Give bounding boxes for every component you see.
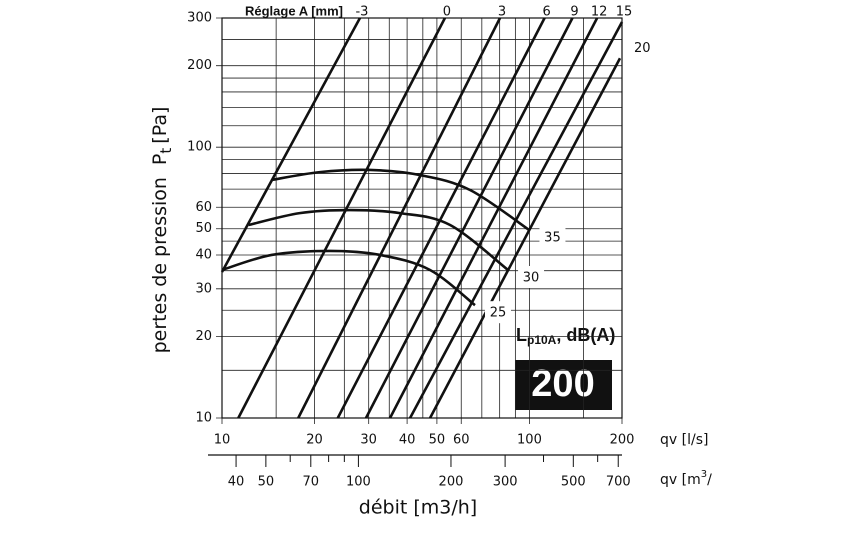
damper-label: 20: [634, 41, 651, 56]
noise-curve-label: 35: [544, 231, 561, 246]
x2-tick-label: 700: [606, 475, 631, 490]
y-tick-label: 10: [195, 411, 212, 426]
y-tick-label: 20: [195, 329, 212, 344]
y-symbol-sub: t: [157, 148, 175, 154]
x2-tick-label: 50: [258, 475, 275, 490]
noise-label-bg: [518, 265, 545, 288]
y-tick-label: 300: [187, 11, 212, 26]
y-tick-label: 30: [195, 281, 212, 296]
noise-curve: [221, 249, 476, 307]
damper-label: 15: [616, 5, 633, 20]
damper-label: 9: [570, 5, 578, 20]
damper-line: [220, 17, 362, 273]
damper-line: [428, 57, 622, 419]
x2-tick-label: 300: [493, 475, 518, 490]
noise-curve: [248, 208, 509, 272]
noise-curve-label: 30: [523, 270, 540, 285]
setting-title: Réglage A [mm]: [245, 3, 343, 18]
y-tick-label: 60: [195, 200, 212, 215]
y-tick-label: 200: [187, 58, 212, 73]
y-tick-label: 100: [187, 140, 212, 155]
x2-tick-label: 200: [439, 475, 464, 490]
noise-curve: [271, 168, 531, 232]
x2-tick-label: 100: [346, 475, 371, 490]
y-unit: [Pa]: [149, 107, 171, 144]
noise-label-bg: [484, 301, 511, 324]
noise-label-end: , dB(A): [556, 325, 615, 345]
x2-axis-label: qv [m3/: [660, 469, 712, 488]
damper-line: [364, 17, 574, 419]
noise-label: Lp10A, dB(A): [516, 325, 615, 347]
x-tick-label: 200: [610, 433, 635, 448]
x-tick-label: 60: [453, 433, 470, 448]
damper-label: 6: [542, 5, 550, 20]
size-box: [515, 360, 612, 410]
damper-line: [336, 17, 546, 419]
damper-label: 12: [591, 5, 608, 20]
damper-label: 3: [498, 5, 506, 20]
y-label: pertes de pression: [149, 177, 171, 353]
damper-label: -3: [355, 5, 368, 20]
size-label: 200: [531, 363, 594, 405]
x-title: débit [m3/h]: [359, 497, 477, 519]
y-axis-label: pertes de pression Pt [Pa]: [149, 107, 175, 354]
x-tick-label: 10: [214, 433, 231, 448]
x-tick-label: 50: [429, 433, 446, 448]
x2-tick-label: 500: [561, 475, 586, 490]
noise-curve-label: 25: [490, 306, 507, 321]
x-axis-label: qv [l/s]: [660, 432, 708, 448]
y-tick-label: 40: [195, 247, 212, 262]
damper-label: 0: [443, 5, 451, 20]
x-tick-label: 40: [399, 433, 416, 448]
x-tick-label: 100: [517, 433, 542, 448]
x2-label-main: qv [m: [660, 472, 701, 488]
x-tick-label: 30: [360, 433, 377, 448]
noise-label-bg: [539, 226, 566, 249]
plot-frame: [221, 17, 623, 419]
damper-line: [388, 17, 599, 419]
noise-label-sub: p10A: [527, 333, 557, 347]
x2-label-sup: 3: [701, 469, 707, 480]
x2-tick-label: 70: [303, 475, 320, 490]
x-tick-label: 20: [306, 433, 323, 448]
noise-label-main: L: [516, 325, 527, 345]
damper-line: [237, 17, 447, 419]
x2-tick-label: 40: [228, 475, 245, 490]
y-tick-label: 50: [195, 221, 212, 236]
y-symbol: P: [149, 154, 171, 165]
x2-label-end: /: [707, 472, 712, 488]
damper-line: [297, 17, 502, 419]
